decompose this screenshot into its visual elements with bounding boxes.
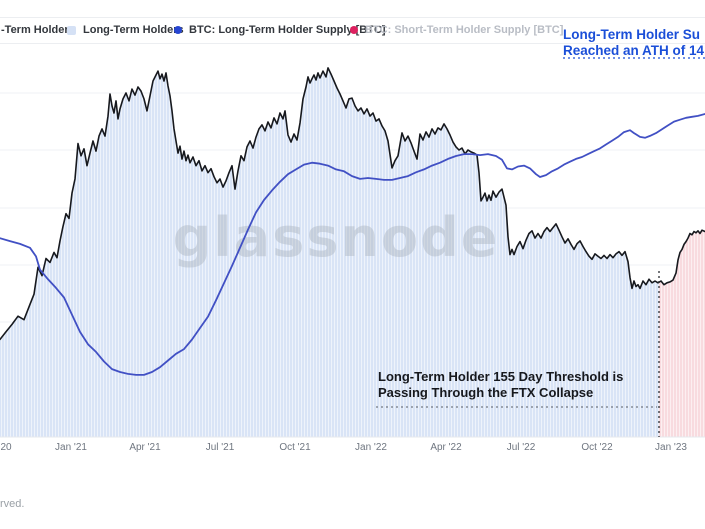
x-tick-jul-21: Jul '21 — [205, 442, 235, 453]
x-tick-jan-21: Jan '21 — [55, 442, 87, 453]
legend-item-btc-short-term-holder-supply-btc[interactable]: BTC: Short-Term Holder Supply [BTC] — [350, 18, 563, 42]
lth-supply-line — [0, 113, 705, 376]
btc-price-line — [0, 67, 705, 341]
dot-marker-icon — [350, 26, 358, 34]
price-supply-chart[interactable]: glassnode — [0, 0, 705, 460]
ftx-annotation-line1: Long-Term Holder 155 Day Threshold is — [378, 369, 624, 384]
ftx-annotation-line2: Passing Through the FTX Collapse — [378, 385, 594, 400]
ftx-annotation: Long-Term Holder 155 Day Threshold is Pa… — [378, 369, 623, 401]
legend-item-label: BTC: Short-Term Holder Supply [BTC] — [365, 24, 564, 36]
ath-annotation-line1: Long-Term Holder Su — [563, 27, 700, 42]
legend: -Term Holders Long-Term Holders BTC: Long-… — [0, 18, 705, 42]
x-tick-apr-22: Apr '22 — [430, 442, 462, 453]
legend-item-btc-long-term-holder-supply-btc[interactable]: BTC: Long-Term Holder Supply [BTC] — [174, 18, 386, 42]
dotted-guides — [376, 57, 705, 437]
square-marker-icon — [67, 25, 76, 35]
glassnode-watermark: glassnode — [173, 206, 500, 269]
ath-annotation-line2: Reached an ATH of 14 — [563, 43, 705, 58]
legend-top-divider — [0, 17, 705, 18]
x-tick-jan-22: Jan '22 — [355, 442, 387, 453]
chart-lines — [0, 67, 705, 376]
x-tick-oct-22: Oct '22 — [581, 442, 613, 453]
legend-item-label: -Term Holders — [1, 24, 75, 36]
footer-copyright: rved. — [0, 498, 25, 510]
x-tick-jul-22: Jul '22 — [506, 442, 536, 453]
x-tick-apr-21: Apr '21 — [129, 442, 161, 453]
legend-item-term-holders[interactable]: -Term Holders — [1, 18, 75, 42]
legend-item-label: Long-Term Holders — [83, 24, 184, 36]
x-tick-jan-23: Jan '23 — [655, 442, 687, 453]
x-tick-oct-21: Oct '21 — [279, 442, 311, 453]
dot-marker-icon — [174, 26, 182, 34]
x-tick-20: 20 — [0, 442, 12, 453]
legend-item-label: BTC: Long-Term Holder Supply [BTC] — [189, 24, 386, 36]
ath-annotation: Long-Term Holder Su Reached an ATH of 14 — [563, 27, 704, 59]
legend-bottom-divider — [0, 43, 705, 44]
legend-item-long-term-holders[interactable]: Long-Term Holders — [67, 18, 184, 42]
